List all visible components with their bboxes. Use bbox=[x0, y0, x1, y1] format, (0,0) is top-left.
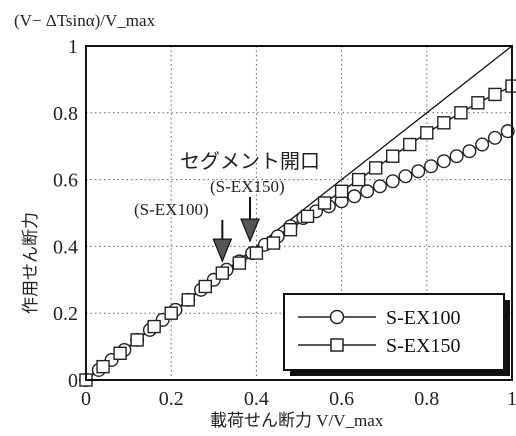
x-axis-title: 載荷せん断力 V/V_max bbox=[210, 411, 384, 430]
annotation-segment-opening: セグメント開口 bbox=[180, 150, 320, 173]
x-tick-label: 0.2 bbox=[159, 388, 184, 410]
data-point-s-ex100 bbox=[411, 164, 426, 179]
x-tick-label: 1 bbox=[507, 388, 516, 410]
data-point-s-ex150 bbox=[215, 266, 230, 280]
legend-label-ex100: S-EX100 bbox=[386, 307, 460, 329]
plot-frame bbox=[85, 45, 513, 381]
x-tick-label: 0 bbox=[81, 388, 91, 410]
data-point-s-ex150 bbox=[368, 161, 383, 175]
data-point-s-ex150 bbox=[198, 279, 212, 294]
data-point-s-ex150 bbox=[420, 126, 434, 140]
data-point-s-ex150 bbox=[130, 333, 144, 347]
tick-labels: 0 0.2 0.4 0.6 0.8 1 0 0.2 0.4 0.6 0.8 1 bbox=[53, 36, 516, 410]
legend-marker-square bbox=[330, 338, 344, 352]
legend: S-EX100 S-EX150 bbox=[283, 293, 510, 376]
data-point-s-ex150 bbox=[454, 106, 468, 120]
annotations: セグメント開口 (S-EX150)(S-EX100) bbox=[134, 150, 320, 263]
data-point-s-ex100 bbox=[424, 159, 439, 174]
arrow-s-ex150-head bbox=[240, 218, 260, 243]
data-point-s-ex150 bbox=[181, 293, 195, 307]
data-point-s-ex150 bbox=[334, 184, 349, 198]
series-layer bbox=[78, 79, 516, 388]
data-point-s-ex100 bbox=[500, 124, 515, 139]
x-tick-label: 0.8 bbox=[414, 388, 439, 410]
legend-box bbox=[283, 293, 505, 371]
legend-marker-circle bbox=[329, 309, 345, 325]
data-point-s-ex150 bbox=[232, 256, 247, 270]
data-point-s-ex150 bbox=[471, 96, 485, 110]
data-point-s-ex150 bbox=[488, 87, 502, 102]
data-point-s-ex150 bbox=[300, 209, 315, 224]
data-point-s-ex150 bbox=[386, 149, 400, 163]
y-tick-label: 0.6 bbox=[53, 170, 78, 192]
annotation-s-ex150: (S-EX150) bbox=[210, 177, 285, 196]
data-point-s-ex150 bbox=[403, 137, 417, 152]
data-point-s-ex100 bbox=[372, 179, 387, 194]
data-point-s-ex100 bbox=[436, 154, 451, 169]
y-tick-label: 0 bbox=[68, 370, 78, 392]
y-axis-title-top: (V− ΔTsinα)/V_max bbox=[14, 11, 156, 30]
data-point-s-ex150 bbox=[164, 306, 178, 320]
y-tick-label: 0.2 bbox=[53, 303, 78, 325]
data-point-s-ex100 bbox=[449, 149, 464, 164]
data-point-s-ex150 bbox=[113, 346, 127, 360]
data-point-s-ex100 bbox=[487, 130, 502, 145]
data-point-s-ex150 bbox=[437, 116, 451, 130]
data-point-s-ex150 bbox=[266, 236, 281, 250]
data-point-s-ex150 bbox=[96, 359, 110, 374]
y-tick-label: 0.4 bbox=[53, 236, 78, 258]
y-tick-label: 0.8 bbox=[53, 103, 78, 125]
y-tick-label: 1 bbox=[68, 36, 78, 58]
annotation-s-ex100: (S-EX100) bbox=[134, 200, 209, 219]
data-point-s-ex150 bbox=[147, 319, 161, 334]
data-point-s-ex100 bbox=[475, 137, 490, 152]
data-point-s-ex150 bbox=[249, 246, 264, 260]
data-point-s-ex100 bbox=[360, 184, 375, 199]
data-point-s-ex100 bbox=[347, 189, 362, 204]
x-tick-label: 0.6 bbox=[329, 388, 354, 410]
x-tick-label: 0.4 bbox=[244, 388, 269, 410]
y-axis-title-side: 作用せん断力 bbox=[21, 212, 40, 314]
legend-label-ex150: S-EX150 bbox=[386, 335, 460, 357]
data-point-s-ex100 bbox=[398, 169, 413, 184]
data-point-s-ex150 bbox=[283, 222, 298, 237]
data-point-s-ex150 bbox=[317, 196, 332, 210]
data-point-s-ex100 bbox=[462, 144, 477, 159]
data-point-s-ex100 bbox=[385, 174, 400, 189]
data-point-s-ex150 bbox=[351, 172, 366, 187]
arrow-s-ex100-head bbox=[212, 238, 233, 263]
